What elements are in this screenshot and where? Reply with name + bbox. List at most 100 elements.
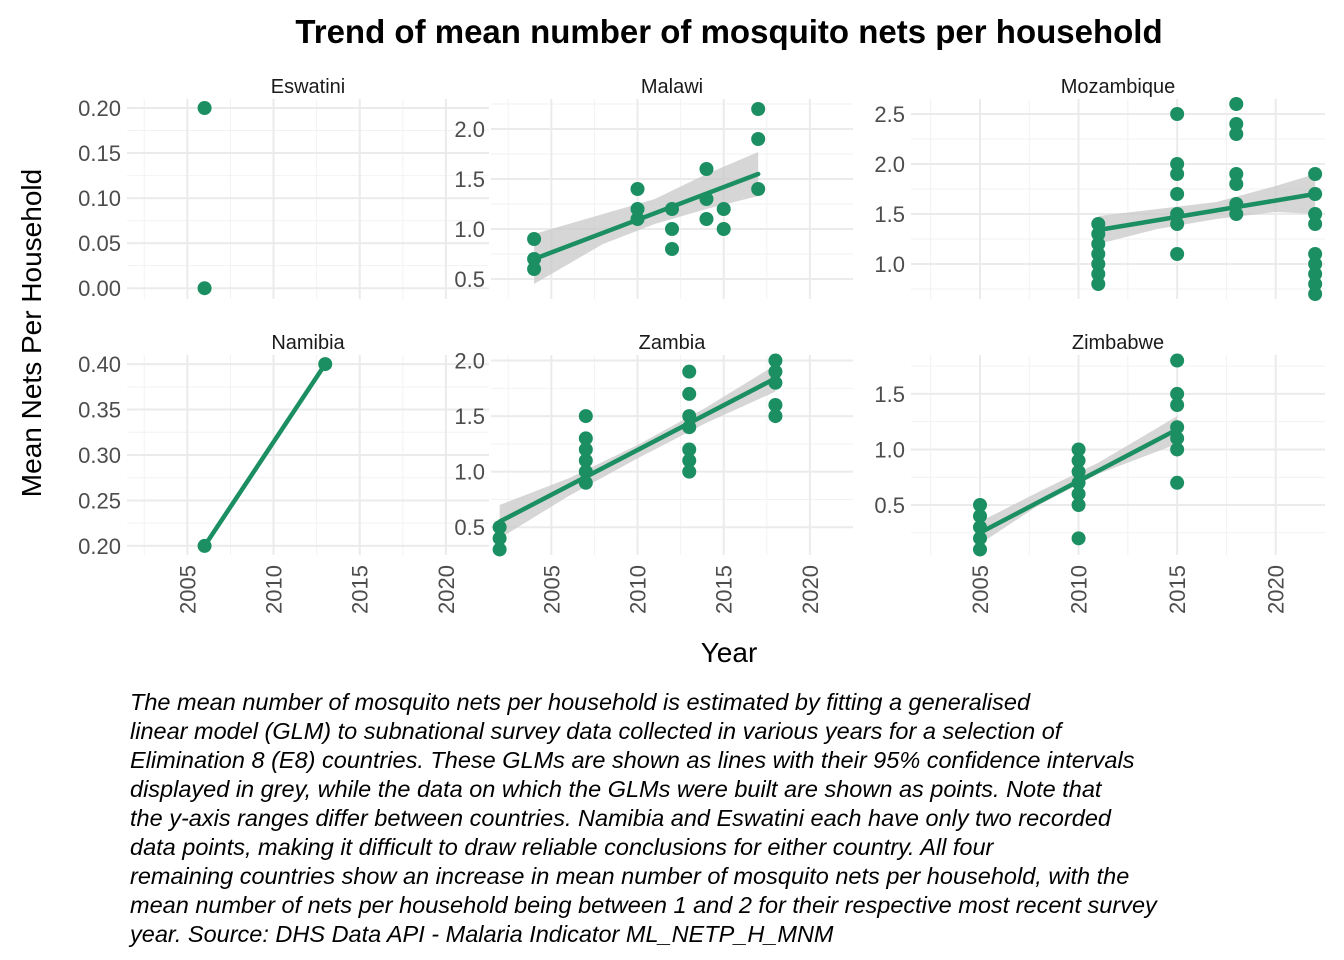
y-tick-label: 0.5 [454,515,485,540]
x-tick-label: 2020 [434,565,459,614]
data-point [716,222,731,236]
data-point [1308,257,1323,271]
data-point [768,364,783,379]
data-point [1091,247,1106,261]
data-point [527,262,542,276]
data-point [630,202,645,216]
data-point [1091,237,1106,251]
data-point [751,102,766,116]
data-point [682,453,697,468]
y-tick-label: 0.5 [454,267,485,292]
data-point [768,409,783,424]
panel-title-malawi: Malawi [641,76,703,98]
data-point [1091,277,1106,291]
y-tick-label: 0.20 [78,96,121,121]
panel-title-zimbabwe: Zimbabwe [1072,332,1164,354]
panel-mozambique: Mozambique 1.0 1.5 2.0 2.5 [874,76,1325,301]
chart-title: Trend of mean number of mosquito nets pe… [295,13,1162,50]
data-point [197,281,212,296]
panels-layer: Eswatini 0.00 0.05 0.10 0.15 0.20 Malawi 0.5 1.0… [78,76,1325,614]
x-tick-label: 2015 [1165,565,1190,614]
data-point [197,101,212,116]
data-point [768,353,783,368]
y-tick-label: 1.5 [454,167,485,192]
fit-line-zambia [497,376,778,524]
data-point [1308,267,1323,281]
data-point [318,357,333,372]
y-tick-label: 1.0 [454,460,485,485]
y-tick-label: 1.5 [874,202,905,227]
fit-line-namibia [202,361,328,549]
y-tick-label: 0.30 [78,443,121,468]
data-point [682,442,697,457]
data-point [1170,353,1185,368]
data-point [1308,187,1323,201]
y-tick-label: 1.5 [874,382,905,407]
data-point [1071,442,1086,457]
panel-namibia: Namibia 0.20 0.25 0.30 0.35 0.40 2005 2010 2015 2… [78,332,489,614]
panel-title-eswatini: Eswatini [271,76,345,98]
data-point [1071,453,1086,468]
y-tick-label: 0.35 [78,398,121,423]
panel-eswatini: Eswatini 0.00 0.05 0.10 0.15 0.20 [78,76,489,301]
figure-caption: The mean number of mosquito nets per hou… [130,689,1157,947]
data-point [1308,217,1323,231]
y-tick-label: 0.5 [874,493,905,518]
panel-title-namibia: Namibia [271,332,345,354]
data-point [630,212,645,226]
data-point [578,453,593,468]
x-tick-label: 2005 [175,565,200,614]
data-point [768,398,783,412]
data-point [1170,420,1185,435]
data-point [578,464,593,479]
data-point [716,202,731,216]
data-point [1170,167,1185,181]
data-point [1170,442,1185,457]
data-point [1308,167,1323,181]
x-tick-label: 2010 [1067,565,1092,614]
data-point [1170,386,1185,401]
data-point [492,531,507,546]
data-point [1308,247,1323,261]
data-point [665,242,679,256]
data-point [665,222,679,236]
data-point [768,375,783,390]
panel-zambia: Zambia 0.5 1.0 1.5 2.0 2005 2010 2015 2020 [454,332,853,614]
data-point [1091,227,1106,241]
data-point [1170,398,1185,412]
data-point [1071,498,1086,512]
data-point [1170,157,1185,171]
y-tick-label: 0.20 [78,534,121,559]
data-point [578,431,593,446]
y-tick-label: 2.0 [454,117,485,142]
data-point [1071,486,1086,501]
data-point [1229,207,1244,221]
data-point [1170,431,1185,446]
data-point [1170,475,1185,490]
data-point [682,386,697,401]
y-tick-label: 1.0 [874,252,905,277]
panel-title-mozambique: Mozambique [1061,76,1176,98]
x-axis-label: Year [701,637,758,668]
y-tick-label: 2.0 [454,349,485,374]
x-tick-label: 2010 [262,565,287,614]
y-tick-label: 0.10 [78,186,121,211]
data-point [1170,107,1185,121]
data-point [973,520,987,535]
y-tick-label: 0.25 [78,488,121,513]
data-point [492,520,507,535]
data-point [699,212,714,226]
data-point [1308,207,1323,221]
data-point [973,509,987,524]
data-point [1170,247,1185,261]
data-point [1308,277,1323,291]
data-point [527,232,542,246]
fit-line-mozambique [1096,191,1318,233]
x-tick-label: 2005 [968,565,993,614]
data-point [1170,217,1185,231]
data-point [1091,217,1106,231]
data-point [665,202,679,216]
data-point [527,252,542,266]
fit-line-malawi [531,171,761,262]
data-point [1071,464,1086,479]
